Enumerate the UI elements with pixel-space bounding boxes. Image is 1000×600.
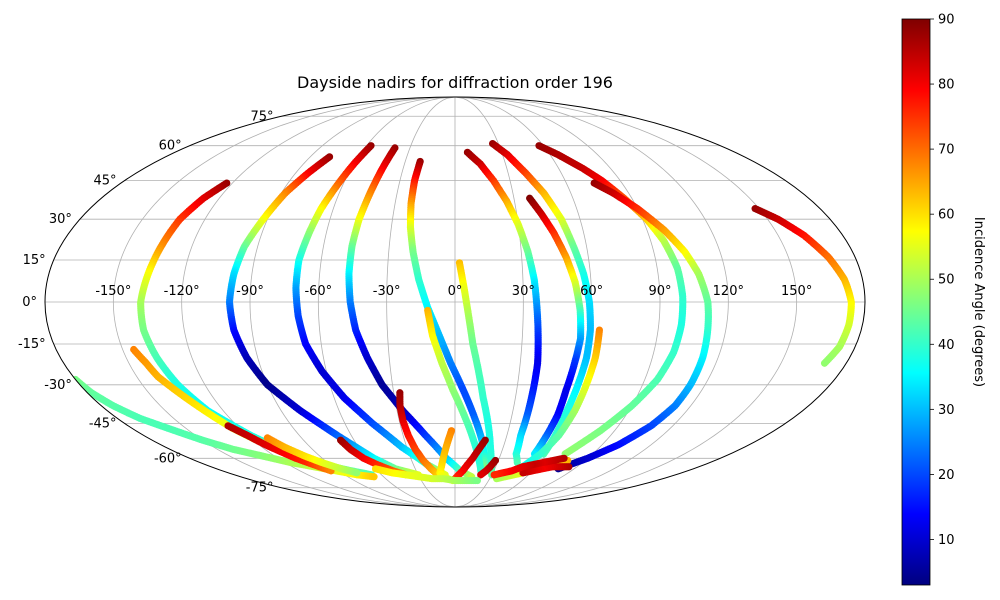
latitude-tick-label: 60°: [159, 139, 182, 154]
latitude-tick-label: 15°: [23, 253, 46, 268]
longitude-tick-label: 150°: [781, 284, 812, 299]
latitude-tick-label: -15°: [18, 337, 46, 352]
data-point: [353, 469, 361, 477]
latitude-tick-label: -60°: [154, 451, 182, 466]
colorbar-tick-label: 70: [938, 143, 955, 158]
colorbar-tick-label: 40: [938, 338, 955, 353]
colorbar-tick-label: 10: [938, 533, 955, 548]
longitude-tick-label: 90°: [648, 284, 671, 299]
data-point: [820, 359, 829, 367]
longitude-tick-label: -150°: [95, 284, 131, 299]
colorbar-tick-label: 30: [938, 403, 955, 418]
latitude-tick-label: -30°: [44, 378, 72, 393]
longitude-tick-labels: -150° -120° -90° -60° -30° 0° 30° 60° 90° 120° 150…: [95, 284, 812, 299]
longitude-tick-label: 60°: [580, 284, 603, 299]
latitude-tick-label: -45°: [89, 416, 117, 431]
colorbar-tick-label: 60: [938, 208, 955, 223]
data-point: [473, 476, 481, 485]
longitude-tick-label: -90°: [236, 284, 264, 299]
data-point: [490, 471, 498, 479]
colorbar-tick-label: 80: [938, 78, 955, 93]
latitude-tick-label: -75°: [246, 481, 274, 496]
longitude-tick-label: -60°: [304, 284, 332, 299]
longitude-tick-label: 0°: [448, 284, 463, 299]
longitude-tick-label: 30°: [512, 284, 535, 299]
longitude-tick-label: 120°: [713, 284, 744, 299]
longitude-tick-label: -120°: [164, 284, 200, 299]
latitude-tick-label: 45°: [94, 174, 117, 189]
colorbar-label: Incidence Angle (degrees): [971, 217, 986, 387]
colorbar-tick-label: 20: [938, 468, 955, 483]
latitude-tick-label: 30°: [49, 212, 72, 227]
graticule: [45, 97, 865, 507]
colorbar-ticks: 10 20 30 40 50 60 70 80 90: [930, 13, 955, 548]
data-point: [477, 471, 485, 479]
map-boundary: [44, 96, 866, 508]
colorbar-tick-label: 50: [938, 273, 955, 288]
data-points: [71, 139, 855, 485]
data-point: [519, 469, 527, 477]
latitude-tick-labels: 75° 60° 45° 30° 15° 0° -15° -30° -45° -60° -75°: [18, 109, 274, 495]
data-point: [370, 473, 378, 481]
colorbar: [901, 18, 931, 586]
colorbar-tick-label: 90: [938, 13, 955, 28]
longitude-tick-label: -30°: [373, 284, 401, 299]
latitude-tick-label: 75°: [250, 109, 273, 124]
chart-title: Dayside nadirs for diffraction order 196: [297, 73, 613, 92]
latitude-tick-label: 0°: [22, 295, 37, 310]
